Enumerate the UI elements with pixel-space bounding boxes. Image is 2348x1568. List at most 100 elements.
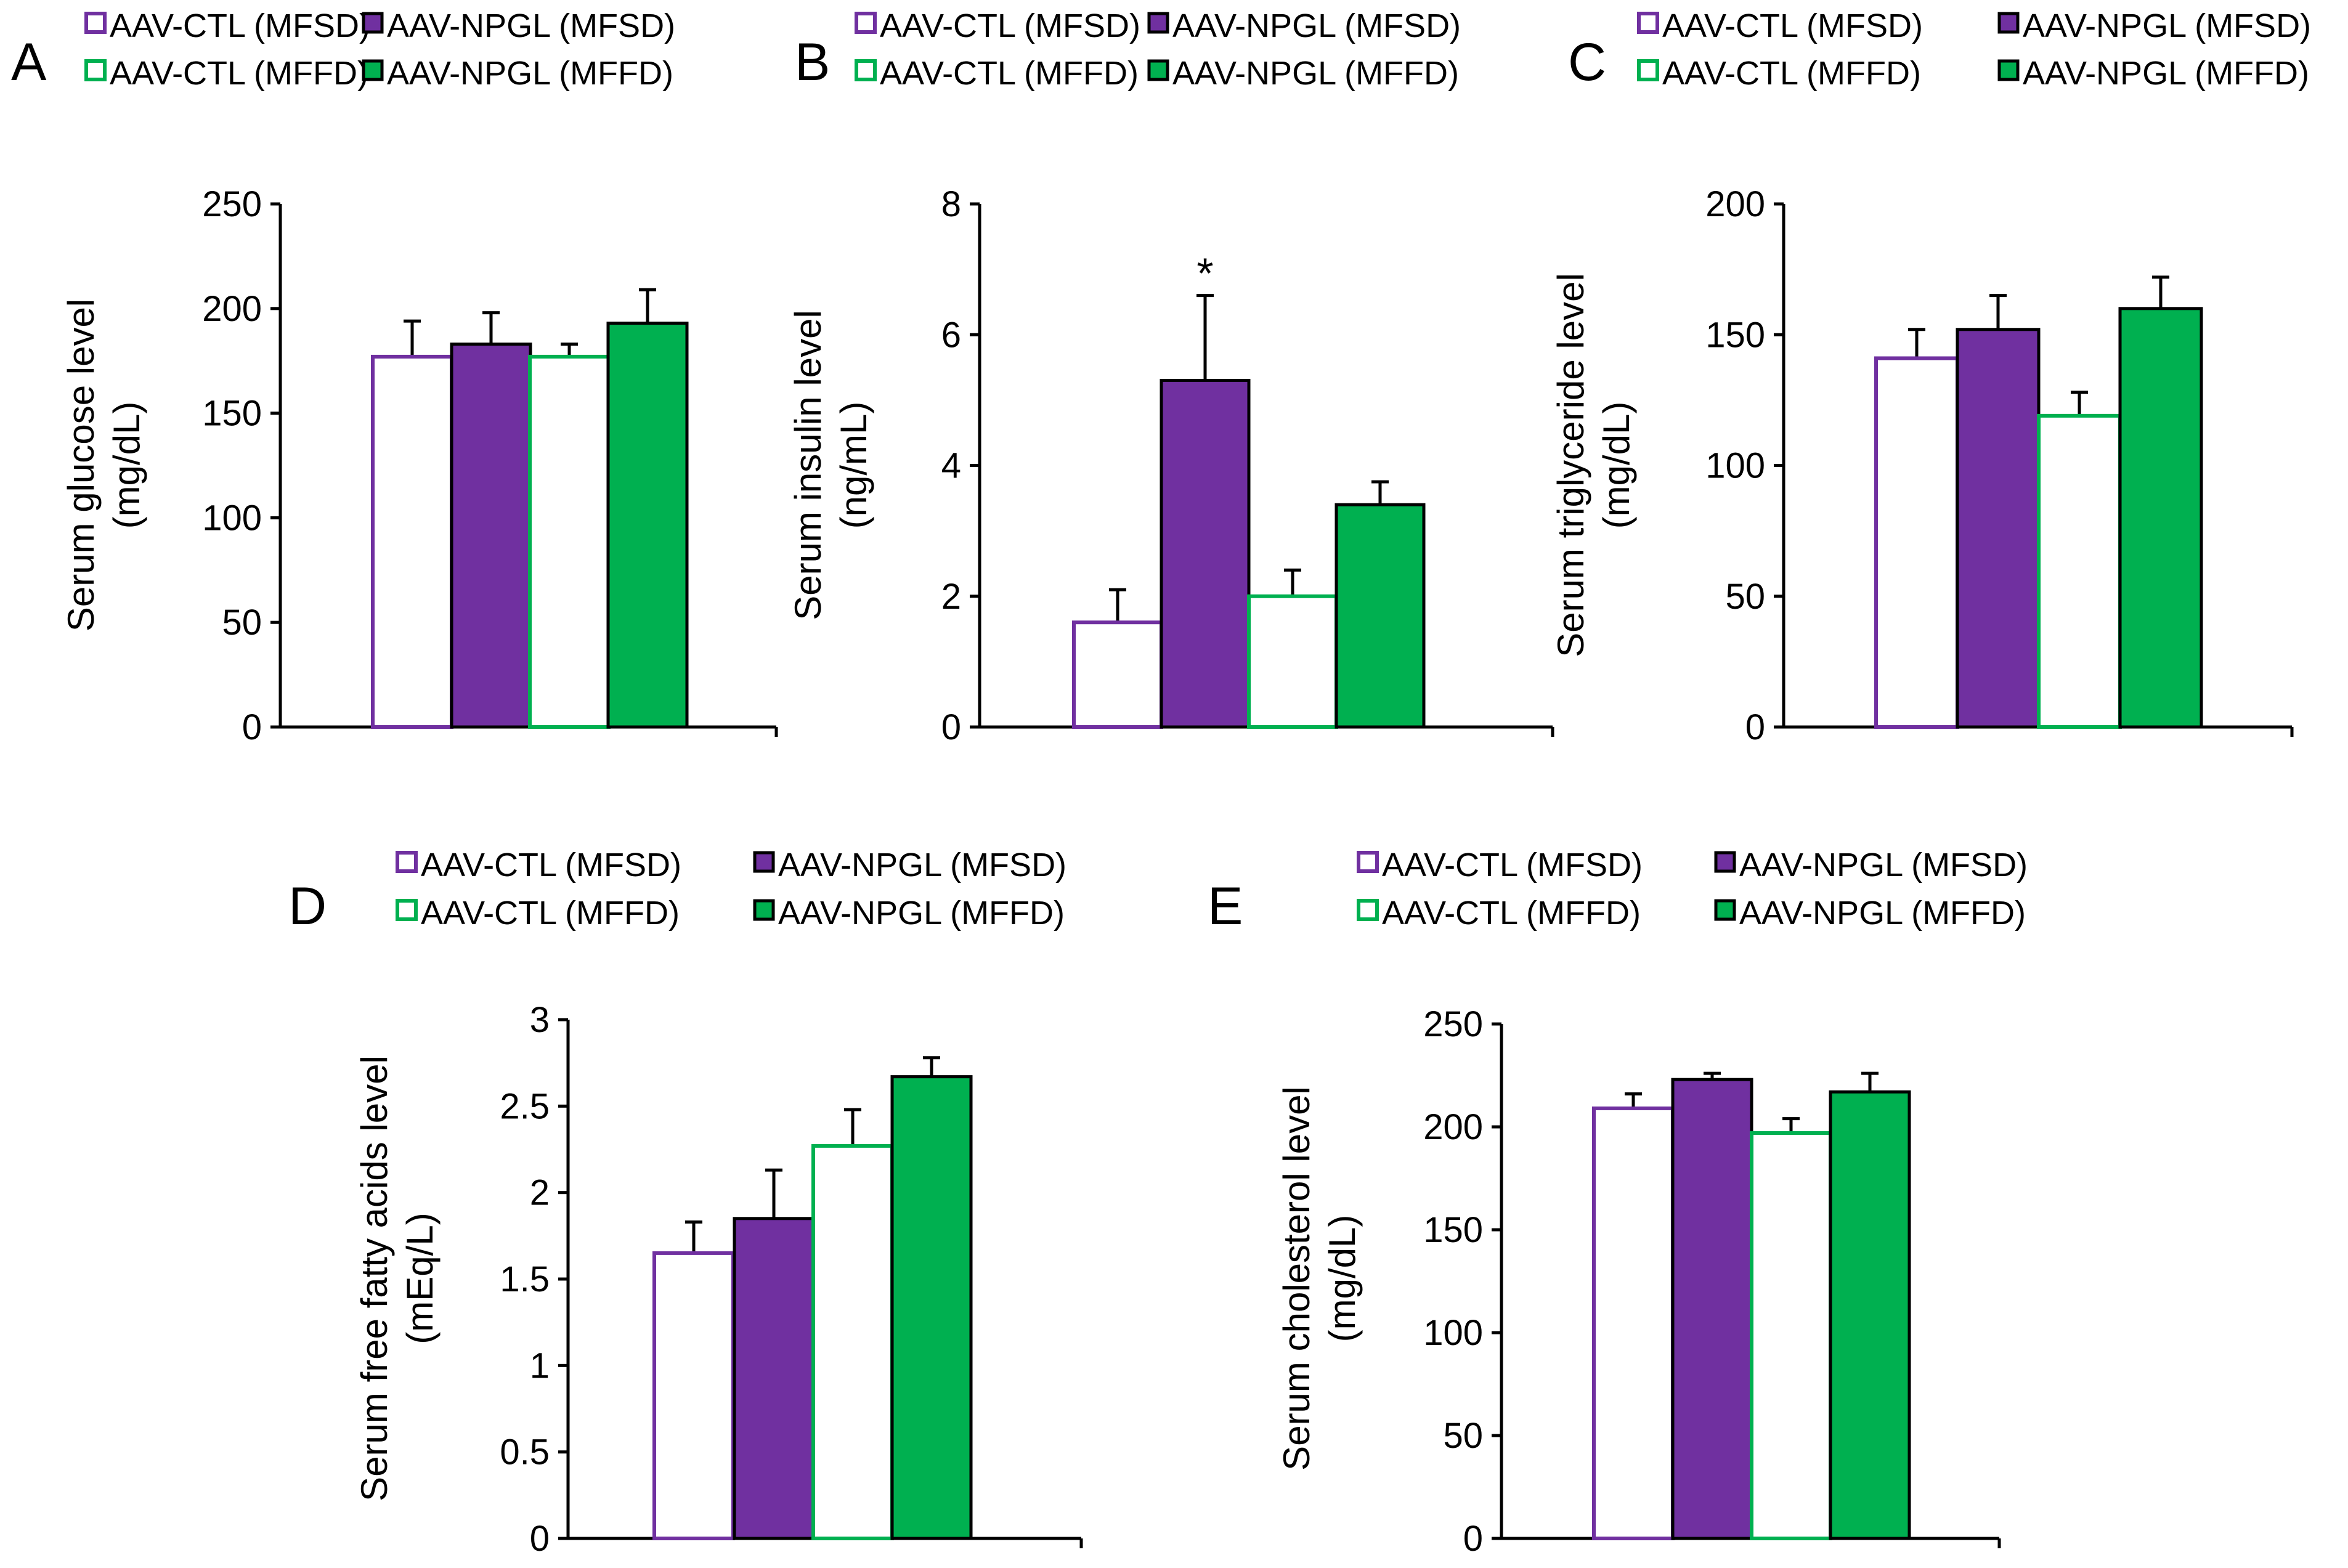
legend-entry: AAV-CTL (MFFD) [110, 55, 368, 92]
y-tick-label: 250 [202, 184, 262, 224]
legend-swatch [396, 851, 418, 873]
y-tick-label: 150 [1423, 1210, 1483, 1250]
y-axis-label-line2: (mg/dL) [1596, 402, 1637, 529]
legend-entry: AAV-CTL (MFFD) [1662, 55, 1921, 92]
y-tick-label: 200 [1423, 1107, 1483, 1147]
y-tick-label: 2.5 [500, 1086, 550, 1126]
y-tick-label: 50 [222, 603, 262, 643]
significance-marker: * [1196, 250, 1213, 298]
bar [1160, 379, 1251, 729]
bar [1334, 503, 1426, 729]
y-axis-label: Serum glucose level (mg/dL) [60, 299, 147, 632]
y-axis-label-line1: Serum free fatty acids level [354, 1055, 395, 1501]
bar [1247, 594, 1338, 729]
y-axis-label-line2: (mg/dL) [1322, 1215, 1363, 1343]
y-tick-label: 1.5 [500, 1259, 550, 1299]
legend-entry: AAV-CTL (MFSD) [1382, 847, 1643, 884]
y-axis-label-line2: (ng/mL) [833, 402, 874, 529]
y-axis-label: Serum cholesterol level (mg/dL) [1276, 1086, 1363, 1471]
panel-label: A [11, 33, 47, 92]
legend-swatch [84, 12, 107, 34]
y-tick-label: 100 [1705, 446, 1765, 486]
panel-c: C AAV-CTL (MFSD) AAV-NPGL (MFSD) AAV-CTL (M… [1550, 7, 2311, 747]
y-axis-label-line1: Serum insulin level [787, 310, 829, 620]
y-tick-label: 0 [242, 707, 262, 747]
bar [811, 1144, 894, 1541]
panel-label: E [1208, 877, 1243, 936]
bar [606, 322, 689, 729]
legend-swatch [1637, 59, 1659, 81]
legend-swatch [1357, 899, 1379, 921]
y-tick-label: 200 [202, 289, 262, 329]
legend-entry: AAV-NPGL (MFFD) [1172, 55, 1459, 92]
y-tick-label: 2 [941, 577, 961, 617]
bar [1956, 328, 2041, 729]
legend-entry: AAV-CTL (MFFD) [880, 55, 1139, 92]
panel-d: D AAV-CTL (MFSD) AAV-NPGL (MFSD) AAV-CTL (M… [288, 847, 1083, 1559]
y-axis-label-line2: (mg/dL) [106, 402, 147, 529]
legend-entry: AAV-CTL (MFSD) [110, 7, 370, 44]
bar [450, 343, 532, 729]
legend-swatch [1714, 851, 1736, 873]
legend-entry: AAV-CTL (MFFD) [1382, 895, 1641, 932]
legend-entry: AAV-NPGL (MFSD) [387, 7, 675, 44]
y-tick-label: 3 [530, 1000, 550, 1040]
y-tick-label: 0 [941, 707, 961, 747]
legend-swatch [753, 899, 775, 921]
bar [1671, 1078, 1753, 1540]
legend-entry: AAV-NPGL (MFFD) [2023, 55, 2309, 92]
legend-entry: AAV-NPGL (MFSD) [778, 847, 1066, 884]
y-axis-label: Serum insulin level (ng/mL) [787, 310, 874, 620]
panel-label: B [795, 33, 830, 92]
legend-entry: AAV-CTL (MFSD) [421, 847, 681, 884]
bar [1829, 1090, 1911, 1540]
legend-swatch [84, 59, 107, 81]
y-tick-label: 4 [941, 446, 961, 486]
y-tick-label: 150 [202, 394, 262, 434]
y-axis-label-line1: Serum triglyceride level [1550, 273, 1591, 657]
legend-swatch [1147, 12, 1169, 34]
y-tick-label: 0 [1745, 707, 1765, 747]
legend-swatch [1357, 851, 1379, 873]
panel-e: E AAV-CTL (MFSD) AAV-NPGL (MFSD) AAV-CTL (M… [1208, 847, 2028, 1559]
y-tick-label: 50 [1443, 1416, 1483, 1456]
legend-entry: AAV-NPGL (MFFD) [387, 55, 673, 92]
y-axis-label-line1: Serum glucose level [60, 299, 102, 632]
legend-entry: AAV-CTL (MFFD) [421, 895, 680, 932]
legend-swatch [1147, 59, 1169, 81]
y-tick-label: 150 [1705, 315, 1765, 355]
y-tick-label: 50 [1725, 577, 1765, 617]
legend-swatch [396, 899, 418, 921]
y-tick-label: 0 [530, 1519, 550, 1559]
legend-entry: AAV-NPGL (MFSD) [1172, 7, 1461, 44]
y-tick-label: 100 [1423, 1313, 1483, 1353]
panel-label: C [1568, 33, 1606, 92]
y-tick-label: 6 [941, 315, 961, 355]
legend-swatch [1637, 12, 1659, 34]
bar [890, 1075, 973, 1540]
legend-entry: AAV-CTL (MFSD) [880, 7, 1140, 44]
legend-swatch [362, 12, 384, 34]
legend-entry: AAV-CTL (MFSD) [1662, 7, 1923, 44]
bar [2118, 307, 2203, 729]
bar [1072, 620, 1163, 729]
legend-swatch [1997, 59, 2020, 81]
legend-entry: AAV-NPGL (MFSD) [1739, 847, 2028, 884]
y-tick-label: 0 [1463, 1519, 1483, 1559]
y-tick-label: 200 [1705, 184, 1765, 224]
bar [1592, 1106, 1675, 1540]
bar [652, 1251, 735, 1541]
legend-swatch [1997, 12, 2020, 34]
legend-swatch [753, 851, 775, 873]
legend-swatch [362, 59, 384, 81]
legend-entry: AAV-NPGL (MFFD) [1739, 895, 2026, 932]
y-axis-label: Serum free fatty acids level (mEq/L) [354, 1055, 441, 1501]
y-axis-label-line2: (mEq/L) [399, 1213, 441, 1344]
bar [371, 354, 453, 729]
panel-label: D [288, 877, 327, 936]
y-tick-label: 1 [530, 1346, 550, 1386]
bar [528, 354, 611, 729]
bar [733, 1217, 815, 1540]
y-axis-label: Serum triglyceride level (mg/dL) [1550, 273, 1637, 657]
